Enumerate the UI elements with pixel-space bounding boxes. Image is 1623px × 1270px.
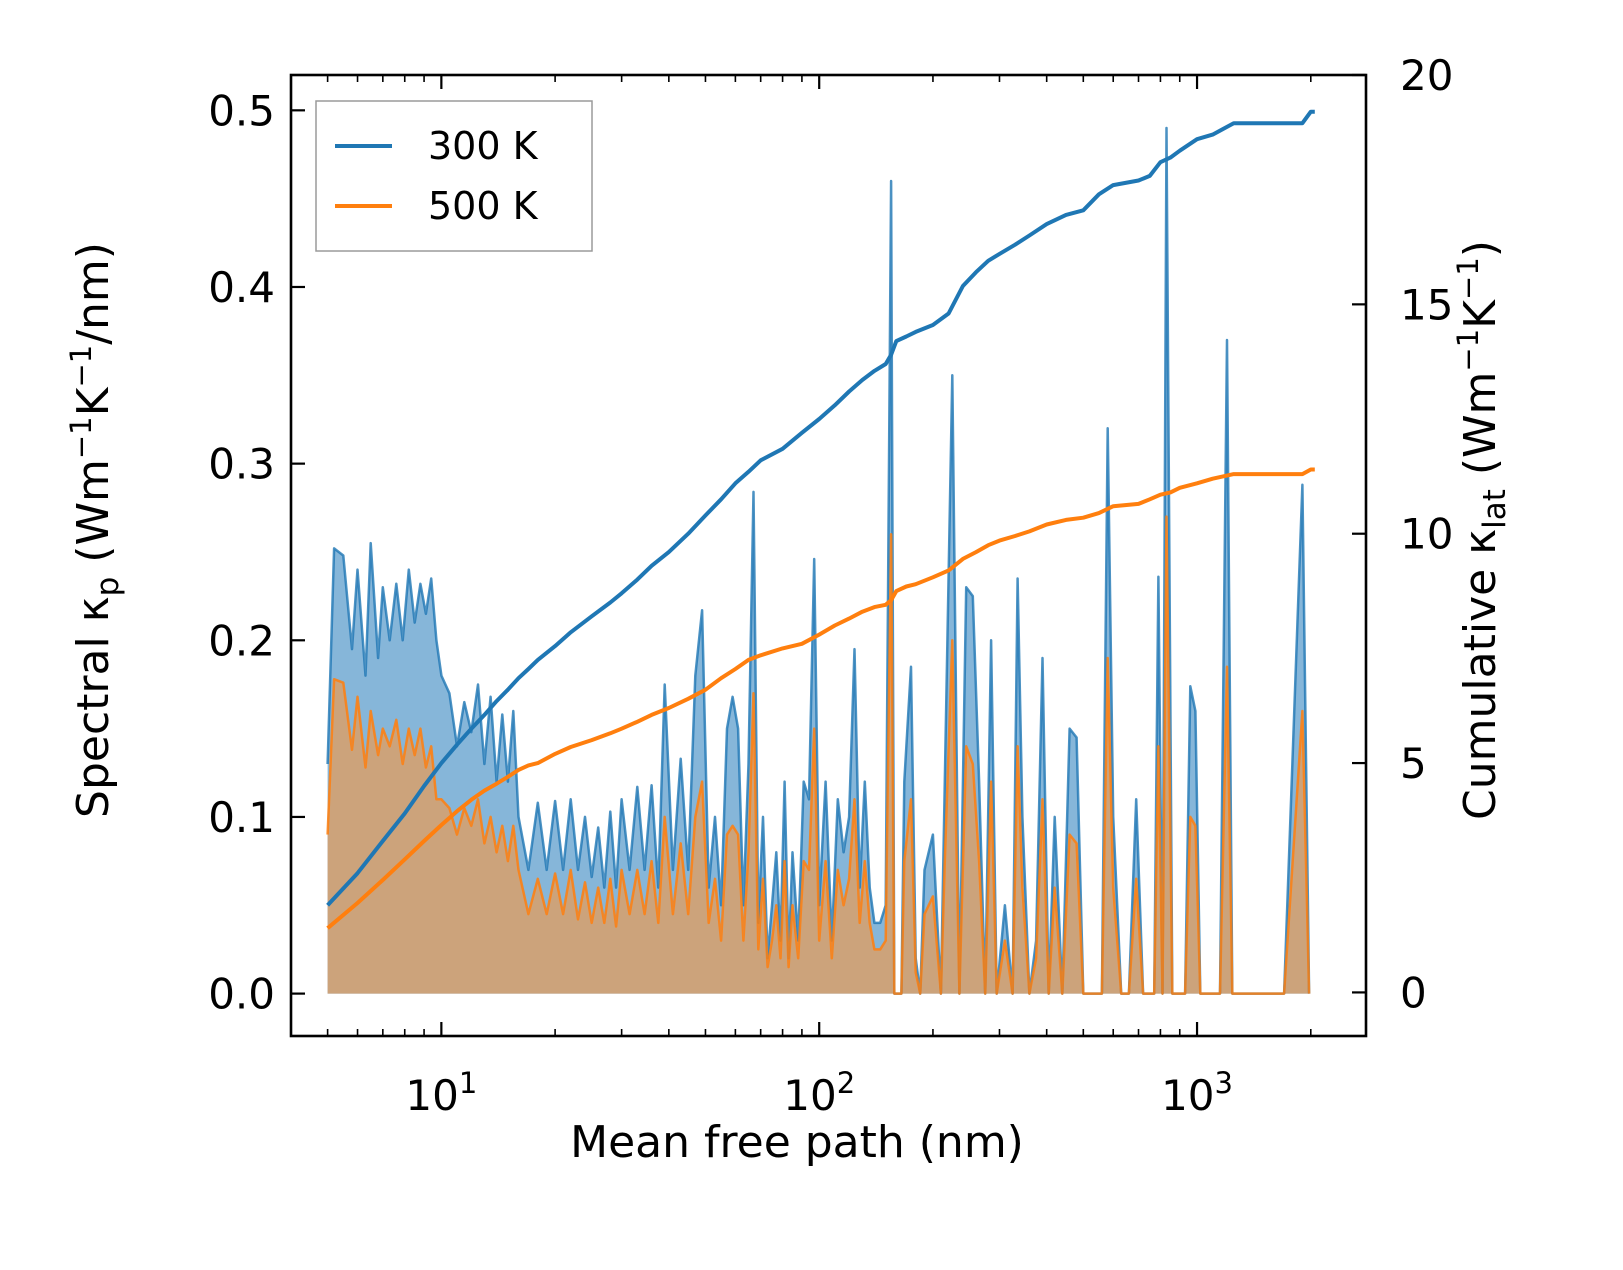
spectral-lines: [326, 126, 1311, 995]
x-axis-label: Mean free path (nm): [570, 1117, 1024, 1168]
y-right-axis-label: Cumulative κlat (Wm−1K−1): [1451, 240, 1513, 820]
spectral-500k-line: [326, 515, 1311, 995]
spectral-500k-area: [327, 516, 1310, 994]
cumulative-300k-line: [326, 109, 1315, 907]
y-right-tick-label: 10: [1400, 510, 1453, 559]
axis-ticks: [290, 73, 1366, 1036]
y-left-axis-label: Spectral κp (Wm−1K−1/nm): [64, 242, 126, 818]
y-right-tick-label: 20: [1400, 51, 1453, 100]
x-tick-label: 101: [405, 1066, 477, 1120]
y-left-tick-label: 0.5: [208, 86, 275, 135]
legend-box: [315, 100, 593, 252]
legend-label-500k: 500 K: [428, 184, 539, 228]
y-left-tick-label: 0.2: [208, 616, 275, 665]
y-left-tick-label: 0.1: [208, 793, 275, 842]
spectral-300k-line: [326, 126, 1311, 995]
y-right-tick-label: 5: [1400, 739, 1427, 788]
cumulative-lines: [326, 109, 1315, 930]
y-right-tick-label: 0: [1400, 968, 1427, 1017]
spectral-fills: [327, 128, 1310, 994]
y-left-tick-label: 0.4: [208, 263, 275, 312]
cumulative-500k-line: [326, 467, 1315, 930]
legend-label-300k: 300 K: [428, 124, 539, 168]
y-right-tick-label: 15: [1400, 280, 1453, 329]
plot-area: [326, 109, 1315, 995]
x-tick-label: 103: [1161, 1066, 1233, 1120]
legend: 300 K 500 K: [315, 100, 593, 252]
y-left-tick-label: 0.3: [208, 440, 275, 489]
plot-frame: [289, 73, 1368, 1038]
y-left-tick-label: 0.0: [208, 970, 275, 1019]
x-tick-label: 102: [783, 1066, 855, 1120]
